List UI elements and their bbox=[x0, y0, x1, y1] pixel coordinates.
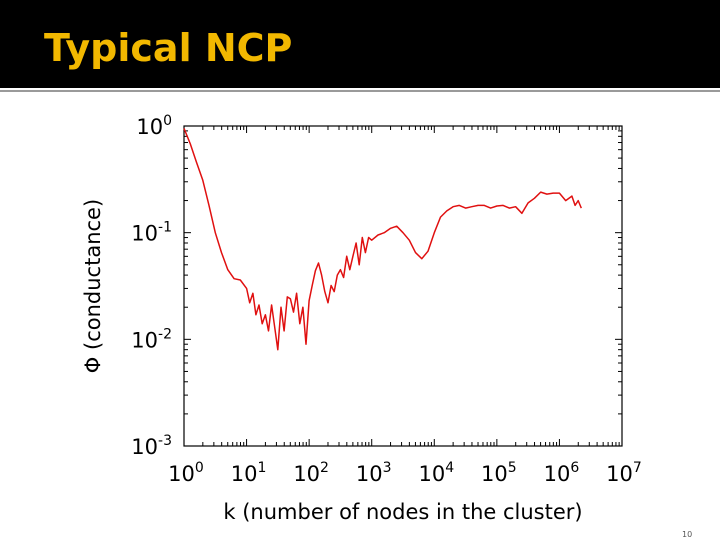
y-tick-label: 10-2 bbox=[131, 326, 172, 352]
y-axis-label: Φ (conductance) bbox=[81, 199, 105, 373]
x-axis-label: k (number of nodes in the cluster) bbox=[223, 500, 582, 524]
slide-title: Typical NCP bbox=[44, 26, 293, 70]
y-tick-label: 10-1 bbox=[131, 220, 172, 246]
plot-frame bbox=[183, 125, 623, 447]
y-tick-label: 100 bbox=[136, 113, 172, 139]
tick-labels: 100 101 102 103 104 105 106 107 100 10-1 10-2 10-3 bbox=[131, 113, 642, 486]
x-tick-label: 103 bbox=[356, 460, 392, 486]
x-tick-label: 106 bbox=[544, 460, 580, 486]
x-tick-label: 104 bbox=[418, 460, 454, 486]
title-divider bbox=[0, 90, 720, 92]
x-tick-label: 100 bbox=[168, 460, 204, 486]
axis-ticks bbox=[183, 126, 622, 447]
x-tick-label: 105 bbox=[481, 460, 517, 486]
ncp-series-line bbox=[183, 128, 582, 351]
x-tick-label: 107 bbox=[606, 460, 642, 486]
y-tick-label: 10-3 bbox=[131, 433, 172, 459]
x-tick-label: 101 bbox=[231, 460, 267, 486]
title-bar bbox=[0, 0, 720, 88]
series-group bbox=[183, 128, 582, 351]
slide-number: 10 bbox=[682, 530, 693, 539]
x-tick-label: 102 bbox=[293, 460, 329, 486]
